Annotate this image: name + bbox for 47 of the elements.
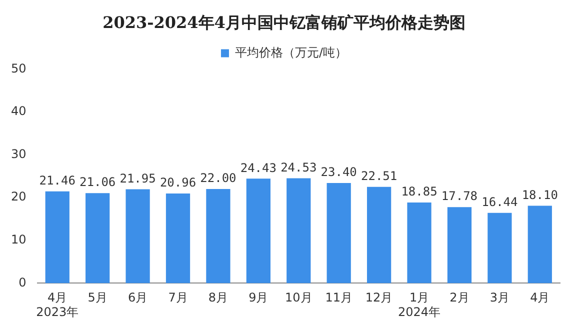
bar: [447, 207, 472, 284]
x-tick-label: 9月: [248, 290, 268, 305]
bar: [45, 191, 70, 284]
x-tick-label: 7月: [168, 290, 188, 305]
x-tick-label: 10月: [284, 290, 312, 305]
legend-label: 平均价格（万元/吨）: [234, 45, 348, 60]
chart-title: 2023-2024年4月中国中钇富铕矿平均价格走势图: [102, 12, 466, 32]
x-tick-label: 11月: [325, 290, 352, 305]
data-label: 24.53: [280, 160, 317, 174]
x-tick-label: 1月 2024年: [398, 290, 441, 319]
bar: [366, 186, 392, 284]
y-tick-label: 50: [10, 61, 26, 76]
data-label: 22.51: [360, 168, 398, 183]
data-label: 18.10: [522, 188, 558, 202]
y-tick-label: 40: [10, 104, 26, 118]
x-tick-label: 4月: [530, 290, 550, 305]
data-label: 16.44: [482, 194, 518, 209]
y-tick-label: 10: [10, 232, 26, 247]
bar: [246, 178, 270, 284]
x-tick-label: 2月: [450, 290, 470, 305]
bar: [126, 189, 150, 284]
data-label: 17.78: [441, 189, 478, 204]
bar: [488, 212, 512, 284]
bar: [528, 206, 552, 284]
y-tick-label: 20: [10, 190, 26, 204]
x-tick-label: 12月: [365, 290, 393, 305]
data-label: 21.06: [80, 175, 116, 190]
x-tick-label: 6月: [128, 290, 148, 305]
y-tick-label: 0: [18, 275, 26, 290]
bar: [326, 183, 351, 284]
data-label: 22.00: [200, 171, 236, 186]
data-label: 21.95: [120, 171, 156, 186]
bar: [286, 178, 311, 284]
data-label: 21.46: [39, 173, 76, 188]
bar: [206, 189, 230, 284]
data-label: 24.43: [240, 160, 276, 175]
data-label: 18.85: [401, 184, 438, 199]
x-tick-label: 5月: [88, 290, 108, 305]
x-tick-label: 8月: [208, 290, 228, 305]
data-label: 23.40: [320, 165, 357, 180]
x-tick-label: 4月 2023年: [36, 290, 79, 319]
y-tick-label: 30: [10, 146, 26, 161]
bar: [407, 202, 432, 284]
data-label: 20.96: [160, 176, 196, 190]
bar: [86, 193, 110, 284]
bar: [166, 193, 190, 284]
x-tick-label: 3月: [490, 290, 510, 305]
